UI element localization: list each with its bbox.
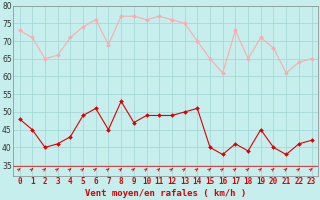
X-axis label: Vent moyen/en rafales ( km/h ): Vent moyen/en rafales ( km/h ): [85, 189, 246, 198]
